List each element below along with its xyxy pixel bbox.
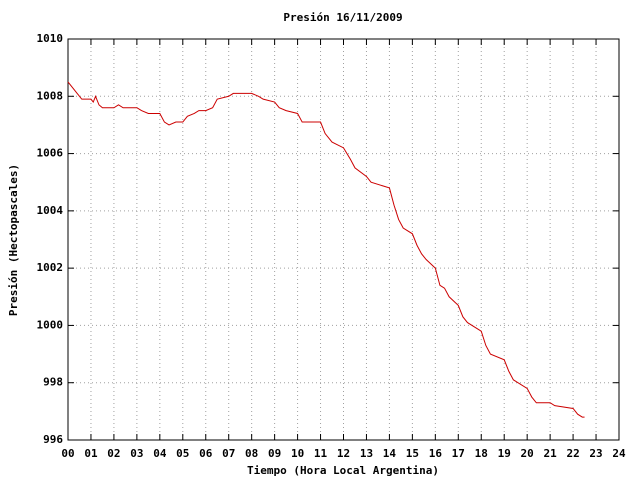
x-tick-label: 06: [199, 447, 213, 460]
x-tick-label: 15: [406, 447, 419, 460]
x-tick-label: 07: [222, 447, 235, 460]
y-tick-label: 996: [43, 433, 63, 446]
x-tick-label: 23: [589, 447, 602, 460]
x-tick-label: 13: [360, 447, 373, 460]
chart-title: Presión 16/11/2009: [283, 11, 402, 24]
x-tick-label: 20: [521, 447, 534, 460]
y-axis-label: Presión (Hectopascales): [7, 164, 20, 316]
y-tick-label: 1006: [37, 147, 64, 160]
x-tick-label: 03: [130, 447, 143, 460]
x-tick-label: 09: [268, 447, 281, 460]
x-tick-label: 08: [245, 447, 258, 460]
y-tick-label: 1004: [37, 204, 64, 217]
x-tick-label: 14: [383, 447, 397, 460]
y-tick-label: 998: [43, 376, 63, 389]
x-tick-label: 12: [337, 447, 350, 460]
x-tick-label: 18: [475, 447, 488, 460]
x-tick-label: 21: [544, 447, 558, 460]
y-tick-label: 1010: [37, 32, 64, 45]
plot-border: [67, 38, 620, 441]
x-tick-label: 11: [314, 447, 328, 460]
y-tick-label: 1002: [37, 261, 64, 274]
x-tick-label: 05: [176, 447, 189, 460]
x-tick-label: 17: [452, 447, 465, 460]
x-tick-label: 22: [566, 447, 579, 460]
x-axis-label: Tiempo (Hora Local Argentina): [247, 464, 439, 477]
x-tick-label: 10: [291, 447, 304, 460]
data-line: [67, 81, 585, 418]
x-tick-label: 01: [84, 447, 98, 460]
y-tick-label: 1008: [37, 89, 64, 102]
y-tick-label: 1000: [37, 318, 64, 331]
x-tick-label: 24: [612, 447, 626, 460]
x-tick-label: 04: [153, 447, 167, 460]
x-tick-label: 16: [429, 447, 443, 460]
x-tick-label: 02: [107, 447, 120, 460]
x-tick-label: 19: [498, 447, 511, 460]
x-tick-label: 00: [61, 447, 74, 460]
